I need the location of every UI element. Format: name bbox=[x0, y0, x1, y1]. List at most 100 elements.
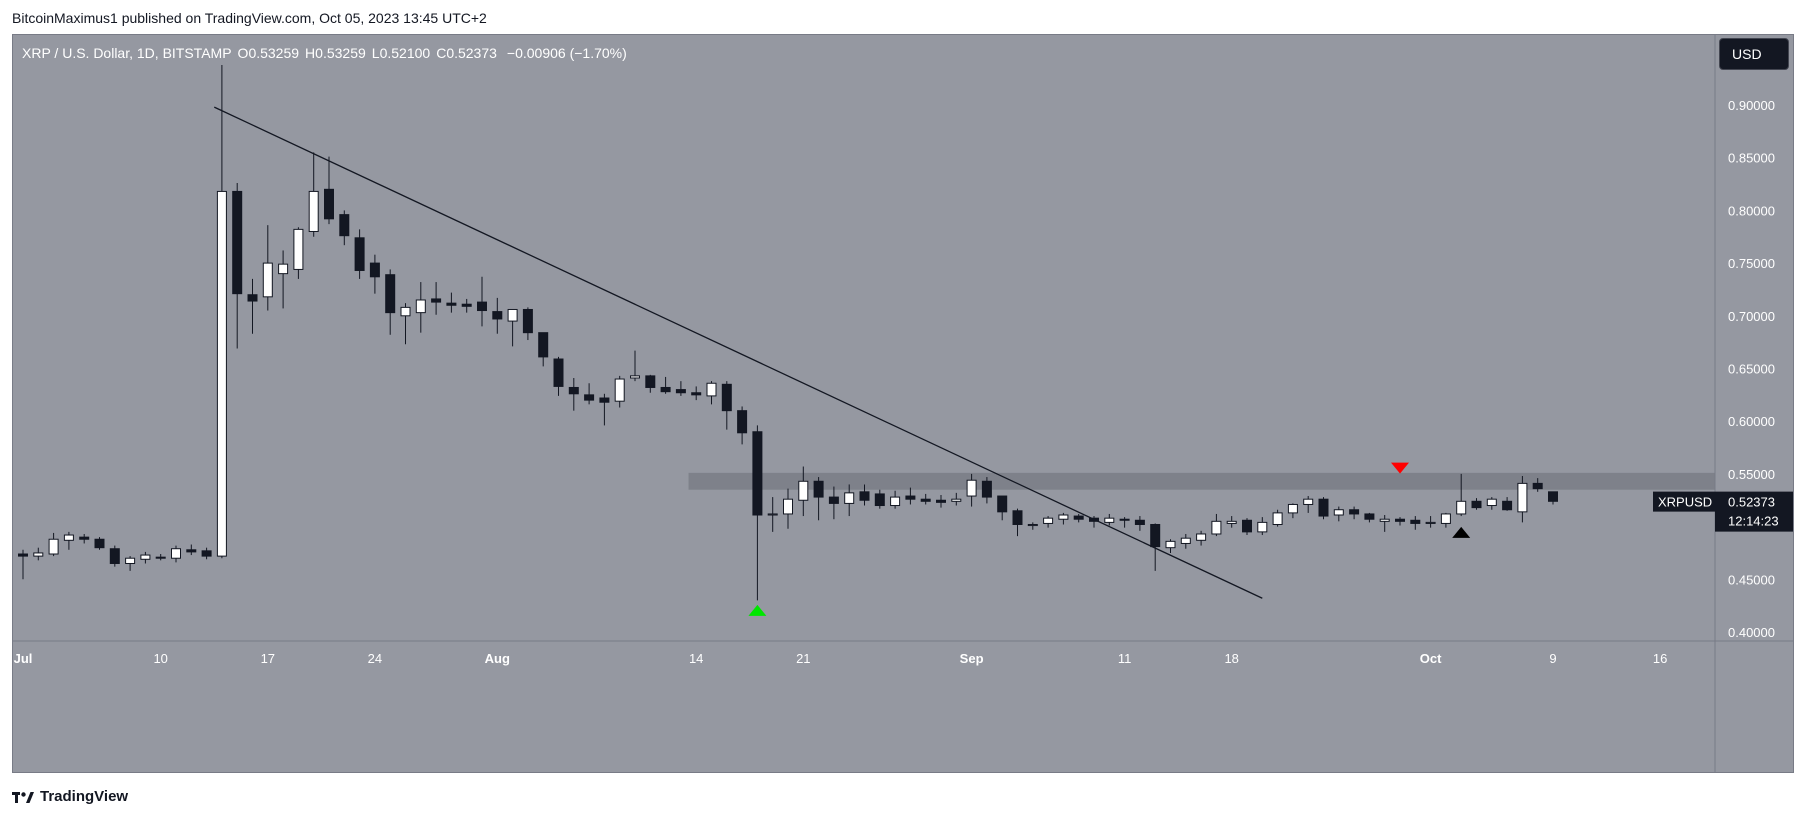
chart-area[interactable]: 0.90000 0.85000 0.80000 0.75000 0.70000 0.650… bbox=[12, 34, 1794, 773]
open-label: O bbox=[237, 45, 249, 61]
candle-down bbox=[79, 536, 90, 540]
candle-down bbox=[232, 190, 243, 295]
candle-up bbox=[293, 228, 304, 270]
candle-down bbox=[324, 188, 334, 220]
candle-up bbox=[1425, 521, 1436, 524]
countdown-tag: 12:14:23 bbox=[1728, 514, 1779, 529]
candle-up bbox=[1333, 509, 1344, 516]
y-tick-label: 0.60000 bbox=[1728, 414, 1775, 429]
y-tick-label: 0.85000 bbox=[1728, 151, 1775, 166]
candle-up bbox=[171, 548, 181, 559]
candle-up bbox=[400, 306, 411, 317]
candle-up bbox=[966, 479, 977, 497]
candle-down bbox=[675, 389, 686, 394]
black-arrow bbox=[1452, 526, 1471, 538]
candle-down bbox=[1134, 519, 1145, 525]
candle-down bbox=[568, 386, 579, 395]
candle-down bbox=[538, 332, 549, 358]
candle-down bbox=[1150, 523, 1161, 548]
publisher-line: BitcoinMaximus1 published on TradingView… bbox=[12, 10, 487, 26]
symbol-tag-bg bbox=[1653, 491, 1715, 512]
candle-up bbox=[1272, 512, 1283, 525]
candle-up bbox=[1180, 537, 1191, 544]
candle-down bbox=[553, 358, 564, 387]
candle-up bbox=[630, 375, 640, 379]
candle-down bbox=[18, 553, 28, 557]
close-value: 0.52373 bbox=[446, 45, 497, 61]
candle-down bbox=[1073, 515, 1084, 520]
candle-down bbox=[981, 480, 992, 498]
x-tick-label: 18 bbox=[1224, 651, 1238, 666]
candle-down bbox=[1548, 491, 1558, 502]
y-tick-label: 0.45000 bbox=[1728, 572, 1775, 587]
candle-up bbox=[1440, 513, 1451, 524]
candle-up bbox=[1104, 517, 1115, 523]
candle-up bbox=[140, 554, 151, 560]
candle-up bbox=[1043, 517, 1054, 524]
y-tick-label: 0.90000 bbox=[1728, 98, 1775, 113]
candle-up bbox=[1379, 518, 1390, 522]
candle-up bbox=[1211, 520, 1222, 535]
candle-down bbox=[446, 302, 457, 306]
candle-up bbox=[262, 262, 273, 298]
candle-up bbox=[48, 538, 59, 555]
x-tick-label: 10 bbox=[153, 651, 167, 666]
candle-down bbox=[94, 538, 105, 549]
candle-down bbox=[1119, 518, 1130, 521]
candle-down bbox=[645, 375, 656, 388]
x-tick-label: 14 bbox=[689, 651, 703, 666]
candle-down bbox=[186, 549, 197, 553]
candle-down bbox=[660, 386, 671, 393]
symbol-title[interactable]: XRP / U.S. Dollar, 1D, BITSTAMP bbox=[22, 45, 232, 61]
candle-up bbox=[783, 498, 793, 515]
candle-up bbox=[415, 299, 426, 314]
open-value: 0.53259 bbox=[248, 45, 300, 61]
tradingview-logo[interactable]: TradingView bbox=[12, 788, 128, 805]
candle-down bbox=[936, 499, 946, 503]
candle-down bbox=[721, 383, 732, 412]
candle-down bbox=[155, 556, 166, 559]
close-label: C bbox=[436, 45, 447, 61]
candle-down bbox=[339, 214, 350, 237]
currency-button[interactable]: USD bbox=[1719, 38, 1789, 70]
candles-group bbox=[18, 64, 1558, 601]
y-tick-label: 0.40000 bbox=[1728, 625, 1775, 640]
y-tick-label: 0.55000 bbox=[1728, 467, 1775, 482]
candle-up bbox=[614, 378, 625, 402]
candle-down bbox=[874, 493, 885, 507]
x-tick-label: 17 bbox=[261, 651, 275, 666]
change-value: −0.00906 (−1.70%) bbox=[506, 45, 627, 61]
high-label: H bbox=[305, 45, 316, 61]
candle-down bbox=[997, 495, 1008, 513]
price-tag: 0.52373 bbox=[1728, 495, 1775, 510]
candle-up bbox=[63, 534, 74, 541]
candle-up bbox=[1226, 520, 1237, 524]
tradingview-brand: TradingView bbox=[40, 788, 129, 805]
candle-down bbox=[1318, 498, 1329, 517]
red-arrow bbox=[1391, 462, 1409, 474]
green-arrow bbox=[748, 604, 767, 616]
candle-up bbox=[1165, 540, 1176, 549]
descending-trendline bbox=[213, 106, 1263, 599]
candle-down bbox=[1349, 509, 1360, 515]
low-value: 0.52100 bbox=[379, 45, 431, 61]
candle-down bbox=[1364, 513, 1375, 520]
candle-up bbox=[951, 498, 962, 502]
candle-down bbox=[201, 550, 212, 557]
x-tick-label: Aug bbox=[485, 651, 510, 666]
candle-down bbox=[1410, 519, 1421, 524]
candlestick-chart[interactable]: 0.90000 0.85000 0.80000 0.75000 0.70000 0.650… bbox=[13, 35, 1793, 772]
candle-up bbox=[216, 190, 227, 557]
resistance-zone bbox=[688, 472, 1715, 490]
candle-up bbox=[125, 557, 136, 564]
y-tick-label: 0.80000 bbox=[1728, 203, 1775, 218]
x-tick-label: 11 bbox=[1118, 651, 1132, 666]
candle-up bbox=[1058, 514, 1069, 520]
candle-down bbox=[1471, 500, 1482, 509]
candle-up bbox=[1456, 500, 1467, 515]
x-tick-label: 16 bbox=[1653, 651, 1667, 666]
candle-up bbox=[1257, 521, 1268, 533]
candle-up bbox=[1517, 482, 1528, 513]
x-tick-label: Oct bbox=[1420, 651, 1442, 666]
candle-up bbox=[844, 492, 855, 504]
